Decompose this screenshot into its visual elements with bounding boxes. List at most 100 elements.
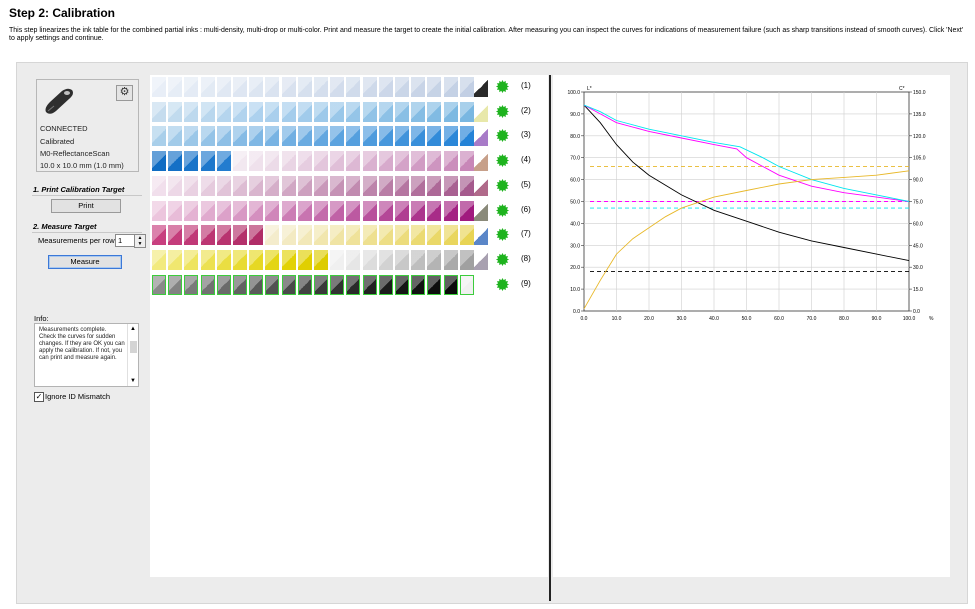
calibration-curves-chart: 0.0 10.0 20.0 30.0 40.0 50.0 60.0 70.0 80.0 90.0 1… bbox=[567, 86, 934, 322]
target-patch bbox=[443, 101, 458, 122]
measurements-per-row-input[interactable]: 1 bbox=[115, 234, 135, 247]
target-patch bbox=[152, 77, 166, 97]
target-patch bbox=[249, 175, 264, 196]
target-patch bbox=[281, 101, 296, 122]
scroll-thumb[interactable] bbox=[130, 341, 137, 353]
target-reference-patch bbox=[474, 101, 488, 122]
measurement-ok-icon bbox=[496, 129, 509, 143]
y-tick-label: 30.0 bbox=[570, 243, 580, 249]
target-patch bbox=[314, 126, 328, 147]
scroll-up-icon[interactable]: ▲ bbox=[130, 326, 136, 332]
target-patch bbox=[168, 126, 183, 147]
spectrophotometer-icon bbox=[45, 88, 73, 114]
target-patch bbox=[443, 151, 458, 172]
target-patch bbox=[233, 200, 247, 221]
info-scrollbar[interactable]: ▲ ▼ bbox=[127, 324, 138, 386]
target-patch bbox=[411, 151, 426, 172]
print-button[interactable]: Print bbox=[51, 199, 121, 213]
target-patch bbox=[249, 151, 264, 172]
target-patch bbox=[168, 225, 183, 246]
target-patch bbox=[330, 101, 345, 122]
target-patch bbox=[330, 77, 345, 97]
target-patch bbox=[330, 274, 345, 295]
target-patch bbox=[233, 101, 247, 122]
target-patch bbox=[314, 200, 328, 221]
target-patch bbox=[378, 225, 393, 246]
y-tick-label: 90.0 bbox=[570, 112, 580, 118]
y-tick-label: 60.0 bbox=[570, 178, 580, 184]
ignore-id-label: Ignore ID Mismatch bbox=[45, 392, 111, 401]
target-patch bbox=[200, 77, 215, 97]
target-patch bbox=[314, 225, 328, 246]
target-patch bbox=[411, 200, 426, 221]
measurements-spinner[interactable]: ▲ ▼ bbox=[134, 234, 146, 248]
measurement-mode: M0-ReflectanceScan bbox=[40, 149, 110, 158]
target-patch bbox=[184, 274, 199, 295]
target-patch bbox=[281, 200, 296, 221]
y-tick-label: 100.0 bbox=[567, 90, 580, 96]
target-patch bbox=[427, 151, 442, 172]
target-patch bbox=[297, 249, 312, 270]
target-reference-patch bbox=[474, 126, 488, 147]
target-patch bbox=[395, 77, 409, 97]
x-tick-label: 100.0 bbox=[903, 316, 916, 322]
target-patch bbox=[168, 249, 183, 270]
target-patch bbox=[297, 225, 312, 246]
target-patch bbox=[459, 274, 474, 295]
target-patch bbox=[233, 151, 247, 172]
y2-tick-label: 90.0 bbox=[913, 178, 923, 184]
target-patch bbox=[297, 77, 312, 97]
target-patch bbox=[233, 175, 247, 196]
target-patch bbox=[411, 225, 426, 246]
target-patch bbox=[378, 274, 393, 295]
target-patch bbox=[184, 175, 199, 196]
x-tick-label: 70.0 bbox=[807, 316, 817, 322]
device-settings-button[interactable]: ⚙ bbox=[116, 85, 133, 101]
target-patch bbox=[395, 126, 409, 147]
y-tick-label: 20.0 bbox=[570, 265, 580, 271]
measurement-ok-icon bbox=[496, 178, 509, 192]
target-patch bbox=[330, 225, 345, 246]
x-tick-label: 0.0 bbox=[581, 316, 588, 322]
x-tick-label: 60.0 bbox=[774, 316, 784, 322]
target-patch bbox=[411, 77, 426, 97]
target-patch bbox=[249, 200, 264, 221]
measure-button[interactable]: Measure bbox=[48, 255, 122, 269]
y2-tick-label: 45.0 bbox=[913, 243, 923, 249]
x-tick-label: 80.0 bbox=[839, 316, 849, 322]
target-patch bbox=[346, 77, 361, 97]
target-patch bbox=[427, 225, 442, 246]
target-patch bbox=[362, 126, 377, 147]
target-patch bbox=[184, 225, 199, 246]
target-patch bbox=[297, 101, 312, 122]
series-line bbox=[583, 104, 910, 262]
target-patch bbox=[297, 151, 312, 172]
target-patch bbox=[152, 274, 166, 295]
target-row-label: (2) bbox=[521, 105, 531, 115]
target-patch bbox=[265, 126, 280, 147]
target-row-label: (9) bbox=[521, 278, 531, 288]
target-patch bbox=[200, 175, 215, 196]
target-patch bbox=[395, 101, 409, 122]
y2-tick-label: 120.0 bbox=[913, 134, 926, 140]
target-row bbox=[152, 249, 490, 270]
target-patch bbox=[200, 101, 215, 122]
measurement-ok-icon bbox=[496, 80, 509, 93]
target-patch bbox=[216, 175, 231, 196]
measurements-per-row-label: Measurements per row bbox=[38, 236, 115, 245]
target-patch bbox=[346, 175, 361, 196]
target-patch bbox=[395, 249, 409, 270]
measurement-ok-icon bbox=[496, 228, 509, 242]
y2-tick-label: 75.0 bbox=[913, 200, 923, 206]
ignore-id-checkbox[interactable]: ✓ bbox=[34, 392, 44, 402]
panel-divider[interactable] bbox=[549, 75, 551, 601]
target-patch bbox=[427, 101, 442, 122]
target-patch bbox=[216, 77, 231, 97]
target-patch bbox=[362, 249, 377, 270]
target-patch bbox=[378, 126, 393, 147]
scroll-down-icon[interactable]: ▼ bbox=[130, 378, 136, 384]
target-patch bbox=[362, 151, 377, 172]
target-patch bbox=[281, 249, 296, 270]
target-patch bbox=[184, 77, 199, 97]
target-patch bbox=[249, 225, 264, 246]
